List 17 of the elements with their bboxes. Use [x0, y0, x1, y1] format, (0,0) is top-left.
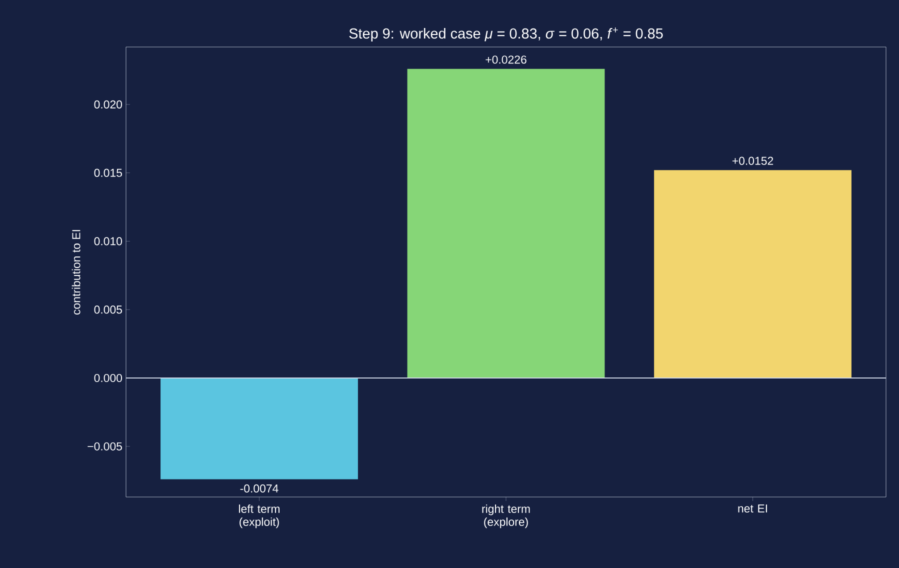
x-tick-label: left term (exploit): [239, 504, 280, 528]
y-tick-label: 0.015: [94, 168, 122, 177]
data-label: +0.0226: [486, 56, 526, 64]
y-axis-title: contribution to EI: [72, 230, 80, 314]
bar: [407, 68, 605, 378]
chart-title: Step 9: worked case μ = 0.83, σ = 0.06, f$^{+}$ = 0.85: [349, 27, 663, 42]
bar: [160, 378, 358, 480]
x-tick-label: net EI: [738, 504, 767, 513]
y-tick-label: 0.010: [94, 237, 122, 246]
data-label: +0.0152: [732, 156, 774, 165]
y-tick-label: 0.000: [94, 374, 122, 382]
y-tick-label: −0.005: [88, 442, 122, 450]
bar: [654, 170, 852, 378]
x-tick-label: right term (explore): [482, 504, 530, 528]
data-label: -0.0074: [240, 484, 278, 493]
y-tick-label: 0.005: [94, 306, 122, 314]
y-tick-label: 0.020: [94, 100, 122, 108]
